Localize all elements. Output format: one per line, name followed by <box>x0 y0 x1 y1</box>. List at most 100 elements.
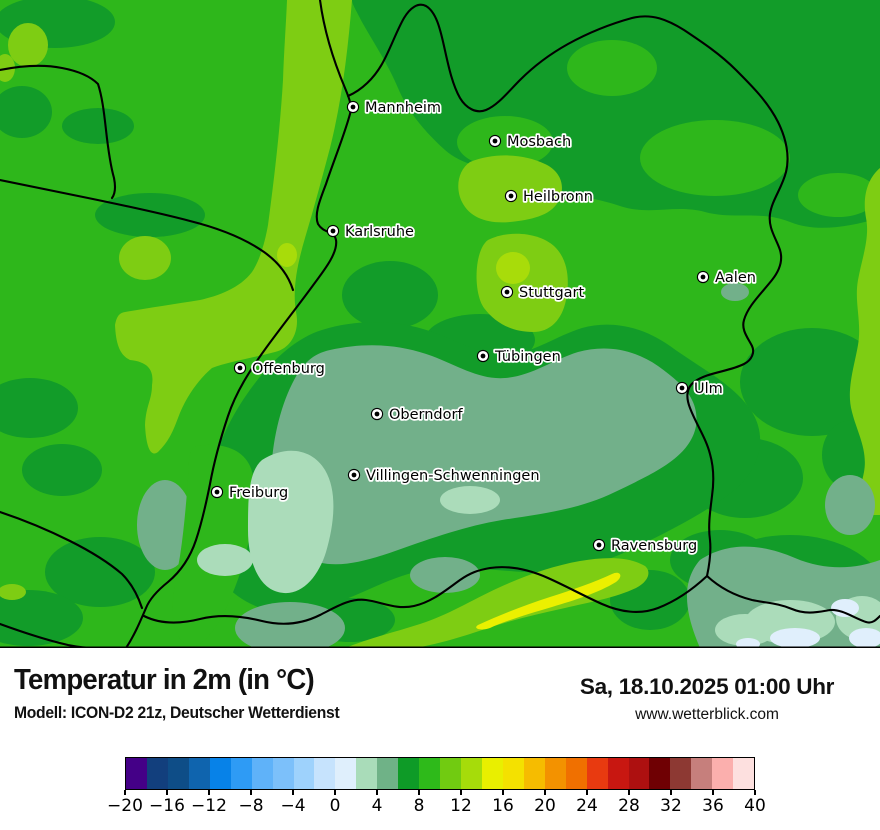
city-marker-dot <box>679 385 685 391</box>
region-pale-blue <box>770 628 820 648</box>
colorbar-segment <box>691 758 713 789</box>
colorbar-tick-label: 4 <box>371 796 383 816</box>
region-rhine-valley-warm <box>115 0 352 454</box>
colorbar-segment <box>440 758 461 789</box>
colorbar-segment <box>523 758 545 789</box>
region-dark-green <box>342 261 438 329</box>
border-topleft-1 <box>0 64 117 200</box>
colorbar-segment <box>251 758 273 789</box>
colorbar-segment <box>335 758 357 789</box>
city-label: Villingen-Schwenningen <box>366 468 540 484</box>
region-bodensee-warm-core <box>476 572 621 630</box>
city-label: Aalen <box>715 270 756 286</box>
city-label: Offenburg <box>252 361 325 377</box>
city-label: Freiburg <box>229 485 288 501</box>
colorbar-segment <box>146 758 168 789</box>
colorbar-segment <box>377 758 399 789</box>
region-bright-green <box>567 40 657 96</box>
region-sage <box>721 283 749 301</box>
region-stuttgart-warm <box>476 233 568 332</box>
city-offenburg: Offenburg <box>233 359 327 379</box>
cities-layer: Mannheim Mosbach Heilbronn Karlsruhe Stuttga… <box>210 98 758 556</box>
colorbar-tick-label: 32 <box>660 796 682 816</box>
map-frame-line <box>0 646 880 648</box>
region-bodensee-warm <box>345 558 649 648</box>
colorbar-tick-label: 16 <box>492 796 514 816</box>
city-mannheim: Mannheim <box>346 98 443 118</box>
city-marker-dot <box>480 353 486 359</box>
region-yellow-green <box>0 584 26 600</box>
region-mint <box>197 544 253 576</box>
region-dark-green <box>62 108 134 144</box>
city-label: Stuttgart <box>519 285 585 301</box>
city-t-bingen: Tübingen <box>476 347 562 367</box>
colorbar-tick-label: −4 <box>280 796 306 816</box>
colorbar-tick-mark <box>628 790 630 795</box>
border-topleft-2 <box>0 178 295 292</box>
colorbar-tick-label: 12 <box>450 796 472 816</box>
city-stuttgart: Stuttgart <box>500 283 586 303</box>
city-label: Heilbronn <box>523 189 593 205</box>
city-freiburg: Freiburg <box>210 483 290 503</box>
colorbar-tick-mark <box>544 790 546 795</box>
temperature-map: Mannheim Mosbach Heilbronn Karlsruhe Stuttga… <box>0 0 880 648</box>
colorbar-tick-mark <box>670 790 672 795</box>
colorbar-segment <box>398 758 420 789</box>
region-sage <box>410 557 480 593</box>
website-link[interactable]: www.wetterblick.com <box>635 706 779 723</box>
colorbar-segment <box>167 758 189 789</box>
border-rhine-france <box>124 0 352 648</box>
colorbar-tick-label: 8 <box>413 796 425 816</box>
region-pale-blue <box>736 638 760 648</box>
region-dark-green <box>45 537 155 607</box>
colorbar-tick-label: 20 <box>534 796 556 816</box>
region-mint <box>440 486 500 514</box>
colorbar-segment <box>314 758 336 789</box>
city-marker-dot <box>350 104 356 110</box>
colorbar-tick-mark <box>166 790 168 795</box>
colorbar-segment <box>356 758 378 789</box>
city-label: Ulm <box>694 381 723 397</box>
colorbar-tick-label: −8 <box>238 796 264 816</box>
colorbar-segment <box>733 758 755 789</box>
temperature-colorbar <box>125 757 755 790</box>
region-stuttgart-warm-core <box>496 252 530 284</box>
colorbar-tick-label: 40 <box>744 796 766 816</box>
colorbar-segment <box>188 758 210 789</box>
colorbar-tick-mark <box>418 790 420 795</box>
city-heilbronn: Heilbronn <box>504 187 595 207</box>
city-label: Tübingen <box>494 349 561 365</box>
footer-right-column: Sa, 18.10.2025 01:00 Uhr www.wetterblick… <box>552 648 862 748</box>
city-label: Ravensburg <box>611 538 697 554</box>
colorbar-tick-mark <box>250 790 252 795</box>
region-sage <box>137 480 193 570</box>
city-marker-dot <box>596 542 602 548</box>
colorbar-segment <box>230 758 252 789</box>
region-sage <box>702 565 758 605</box>
region-dark-green <box>22 444 102 496</box>
city-karlsruhe: Karlsruhe <box>326 222 416 242</box>
colorbar-segment <box>126 758 147 789</box>
colorbar-segment <box>607 758 629 789</box>
colorbar-tick-label: 24 <box>576 796 598 816</box>
region-mint-blackforest <box>248 450 334 594</box>
page-title: Temperatur in 2m (in °C) <box>14 664 315 696</box>
colorbar-segment <box>419 758 441 789</box>
colorbar-tick-mark <box>712 790 714 795</box>
colorbar-tick-mark <box>376 790 378 795</box>
city-label: Mosbach <box>507 134 571 150</box>
city-marker-dot <box>504 289 510 295</box>
city-marker-dot <box>237 365 243 371</box>
colorbar-segment <box>586 758 608 789</box>
colorbar-segment <box>502 758 524 789</box>
footer: Temperatur in 2m (in °C) Modell: ICON-D2… <box>0 648 880 830</box>
colorbar-tick-label: −20 <box>107 796 143 816</box>
colorbar-segment <box>461 758 482 789</box>
city-ravensburg: Ravensburg <box>592 536 699 556</box>
colorbar-segment <box>649 758 671 789</box>
border-switzerland <box>142 566 709 625</box>
region-sage <box>235 602 345 648</box>
city-mosbach: Mosbach <box>488 132 573 152</box>
colorbar-tick-mark <box>292 790 294 795</box>
city-ulm: Ulm <box>675 379 724 399</box>
